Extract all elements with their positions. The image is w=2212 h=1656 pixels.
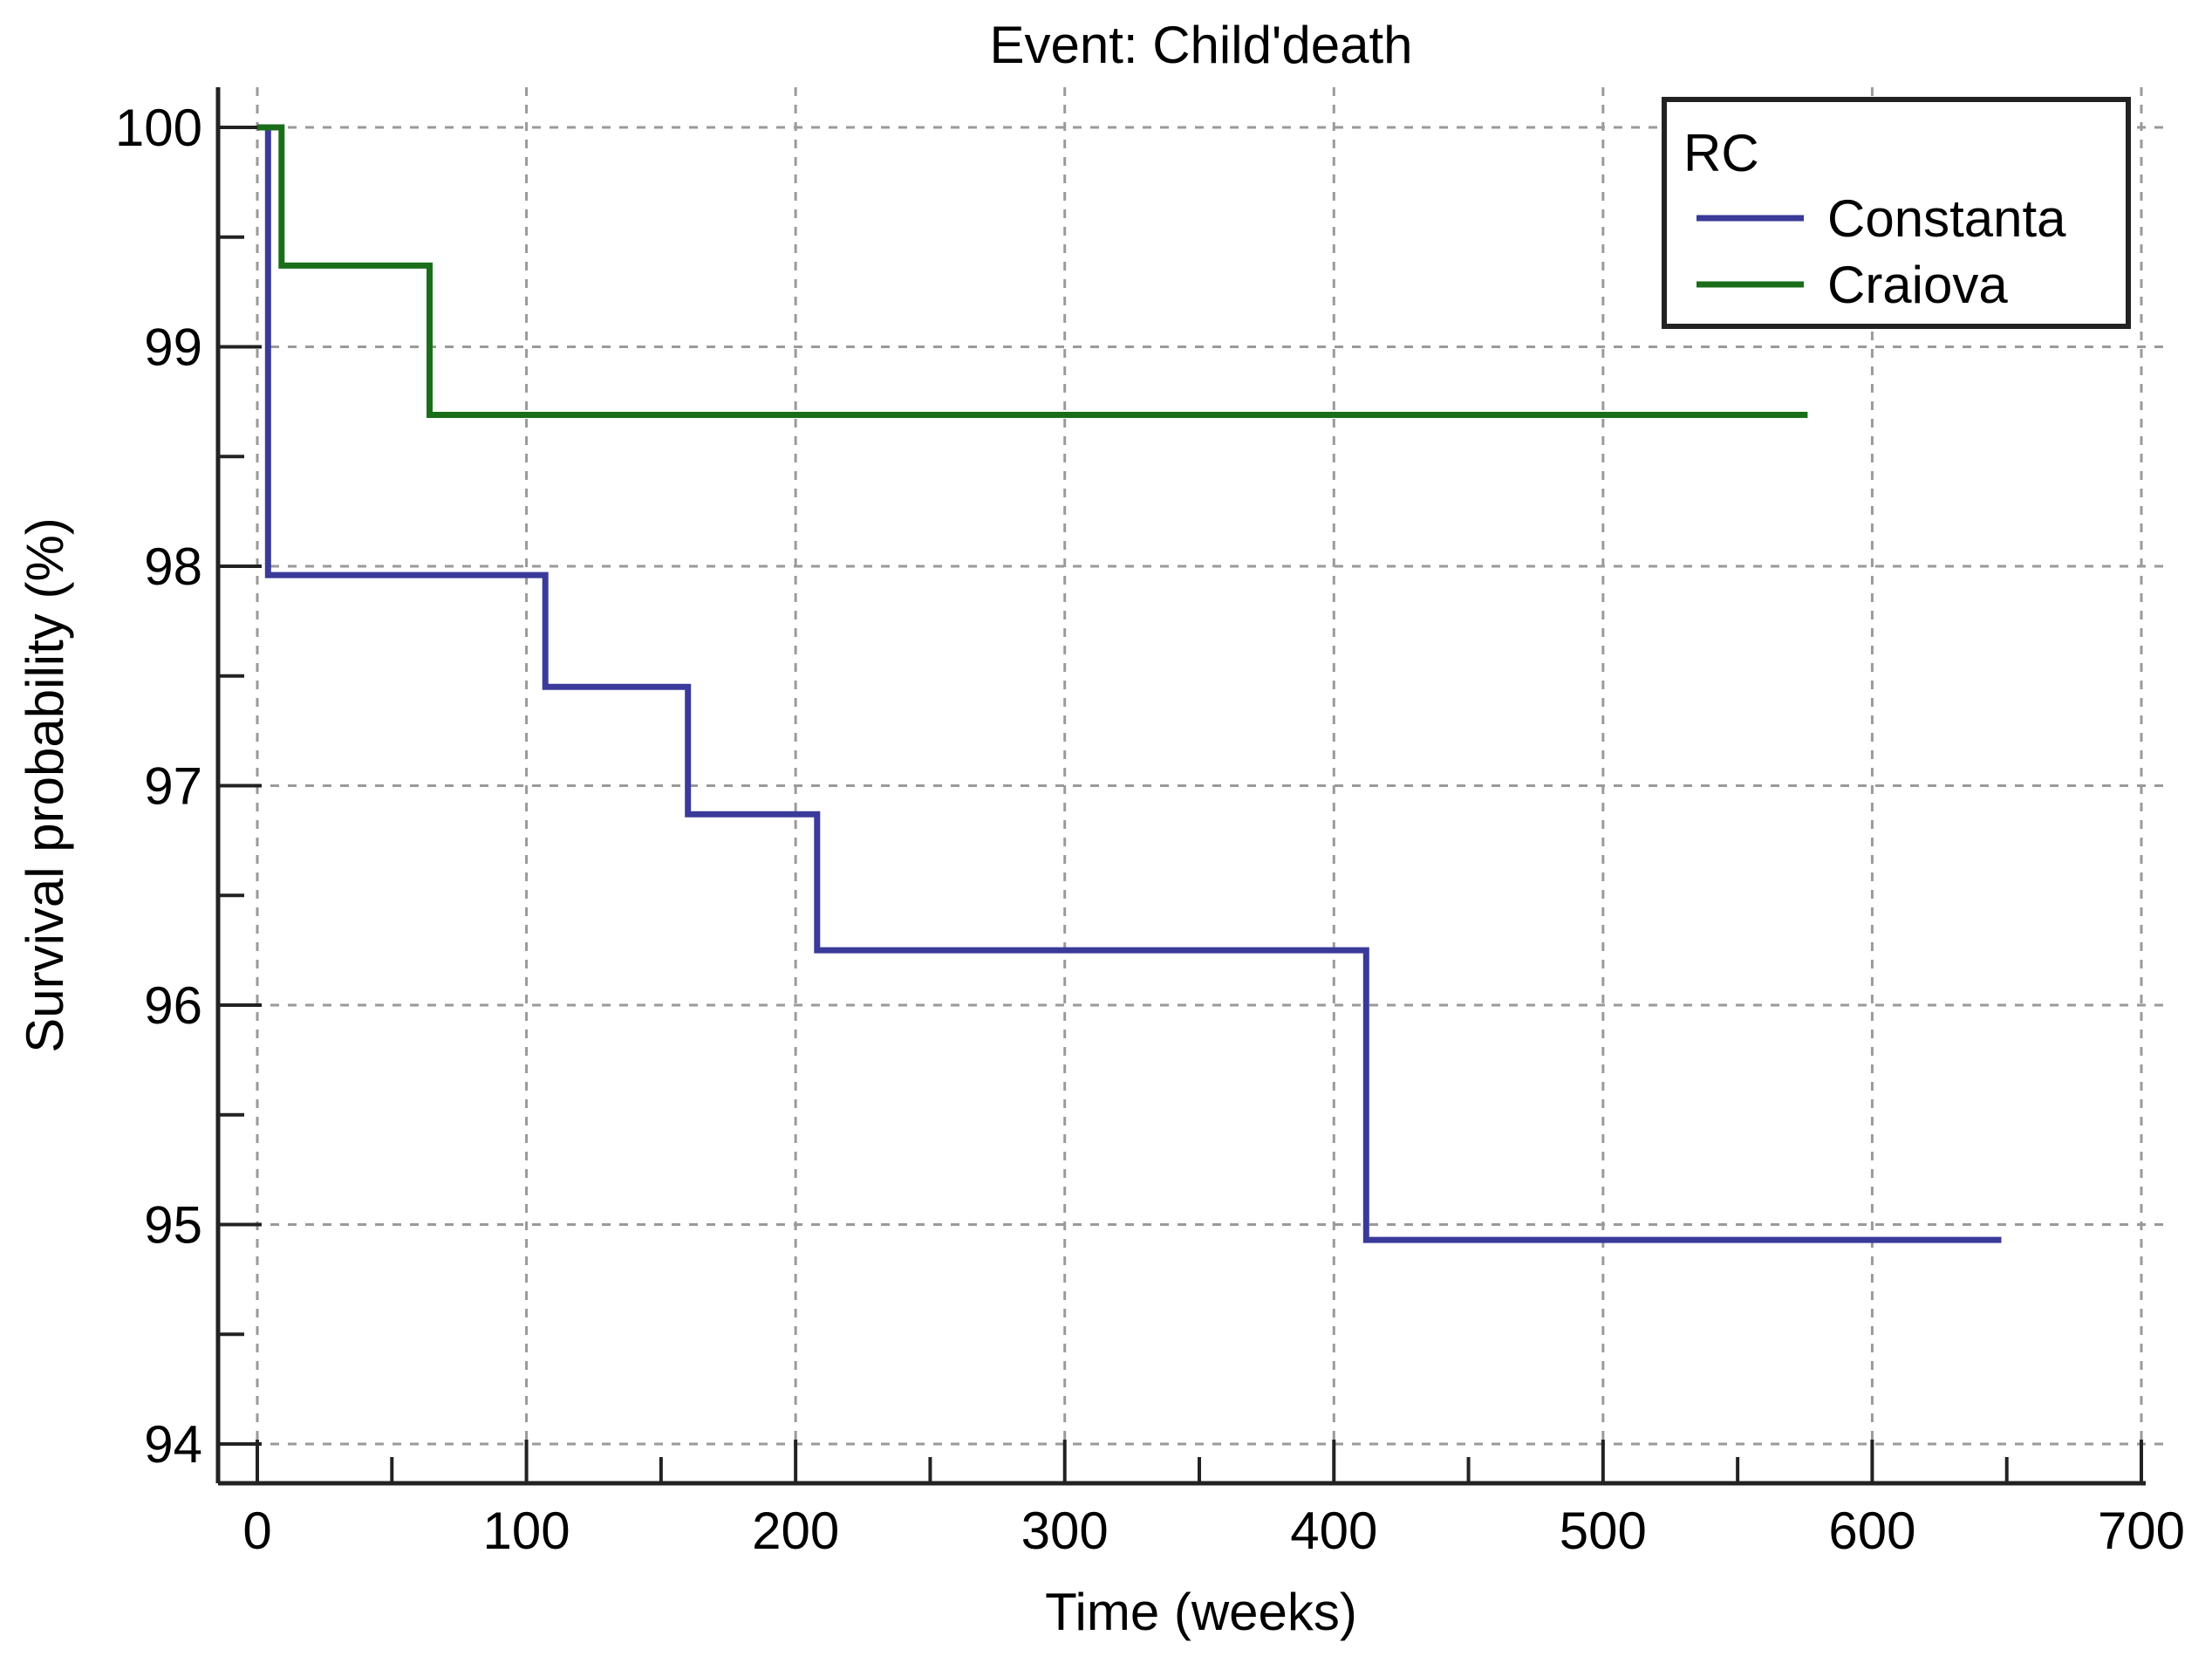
chart-title: Event: Child'death	[989, 16, 1412, 74]
y-tick-label-95: 95	[144, 1196, 202, 1255]
y-axis-label: Survival probability (%)	[16, 517, 74, 1053]
legend-title: RC	[1683, 124, 1759, 182]
y-tick-label-100: 100	[115, 99, 202, 157]
y-tick-label-98: 98	[144, 537, 202, 596]
legend-box	[1662, 97, 2131, 329]
legend-label-constanta: Constanta	[1827, 189, 2066, 248]
y-tick-label-96: 96	[144, 976, 202, 1035]
x-tick-label-200: 200	[752, 1502, 839, 1560]
x-tick-label-100: 100	[483, 1502, 570, 1560]
tick-marks	[218, 126, 2143, 1483]
x-tick-labels: 0 100 200 300 400 500 600 700	[242, 1502, 2185, 1560]
x-tick-label-500: 500	[1560, 1502, 1647, 1560]
legend: RC Constanta Craiova	[1662, 97, 2131, 329]
y-tick-label-94: 94	[144, 1415, 202, 1474]
series-line-craiova	[257, 124, 1808, 418]
legend-entries: Constanta Craiova	[1697, 189, 2066, 314]
series-lines	[257, 124, 2002, 1243]
x-tick-label-0: 0	[242, 1502, 271, 1560]
x-tick-label-700: 700	[2098, 1502, 2185, 1560]
legend-label-craiova: Craiova	[1827, 256, 2008, 314]
x-axis-label: Time (weeks)	[1045, 1583, 1357, 1641]
x-tick-label-600: 600	[1828, 1502, 1915, 1560]
x-tick-label-300: 300	[1021, 1502, 1109, 1560]
y-tick-labels: 94 95 96 97 98 99 100	[115, 99, 202, 1474]
series-line-constanta	[257, 124, 2002, 1243]
y-tick-label-99: 99	[144, 318, 202, 377]
y-tick-label-97: 97	[144, 757, 202, 816]
x-tick-label-400: 400	[1290, 1502, 1377, 1560]
